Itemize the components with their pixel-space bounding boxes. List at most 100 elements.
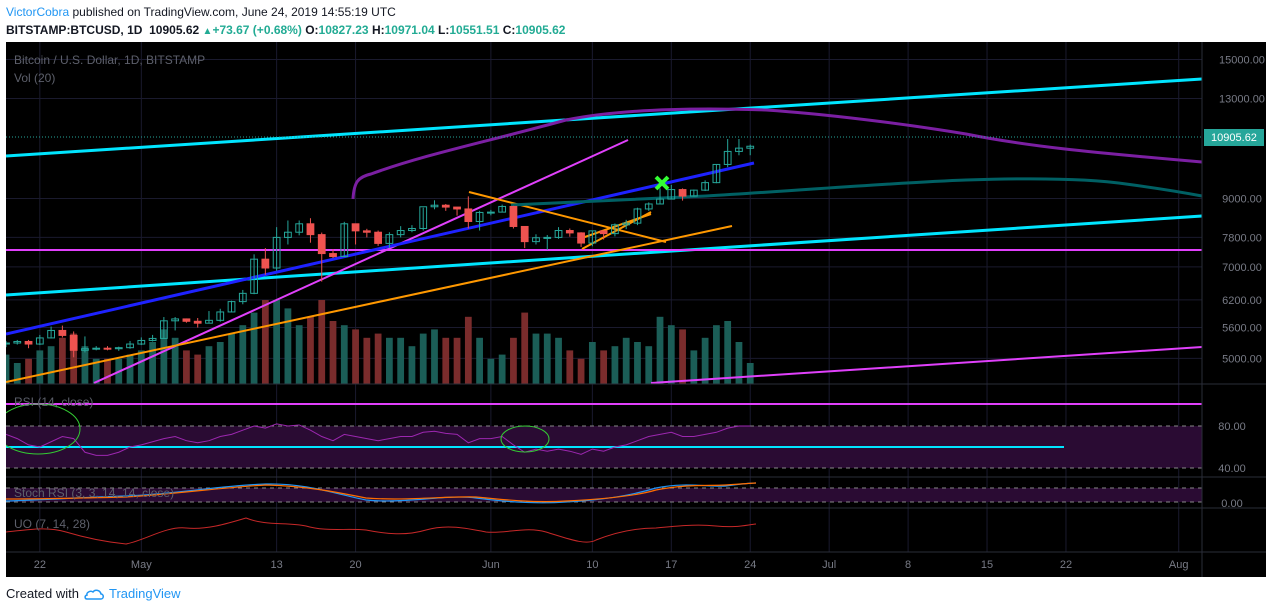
- candle: [464, 196, 473, 229]
- candle: [272, 227, 281, 271]
- breakout-x-stroke-b: [654, 175, 670, 191]
- breakout-marker: [654, 175, 670, 191]
- candle-body: [667, 189, 676, 200]
- candle: [24, 339, 33, 349]
- candle: [486, 209, 495, 216]
- candle: [419, 206, 428, 231]
- volume-bar: [487, 358, 495, 384]
- chart-area[interactable]: 15000.00 13000.00 9000.00 7800.00 7000.00 620…: [0, 42, 1266, 577]
- candle: [227, 300, 236, 313]
- volume-bar: [47, 346, 55, 384]
- candle: [475, 210, 484, 231]
- candle-body: [13, 340, 22, 344]
- o-value: 10827.23: [318, 23, 369, 37]
- volume-bar: [464, 316, 472, 384]
- price-change: +73.67 (+0.68%): [212, 23, 302, 37]
- price-axis: 15000.00 13000.00 9000.00 7800.00 7000.00 620…: [1219, 55, 1265, 366]
- candle-body: [148, 337, 157, 341]
- stoch-title: Stoch RSI (3, 3, 14, 14, close): [14, 486, 174, 500]
- candle-body: [656, 198, 664, 205]
- up-triangle-icon: ▲: [202, 26, 213, 37]
- candle: [284, 220, 292, 245]
- candle: [678, 188, 687, 201]
- upper-channel-line[interactable]: [5, 77, 1203, 158]
- candle-body: [340, 223, 349, 258]
- candle: [543, 234, 552, 250]
- orange-trend-line[interactable]: [5, 225, 733, 383]
- candle: [532, 234, 540, 245]
- candle: [216, 308, 225, 322]
- uo-line: [5, 517, 757, 545]
- candle-body: [520, 225, 529, 243]
- footer: Created with TradingView: [6, 586, 181, 601]
- symbol-line: BITSTAMP:BTCUSD, 1D 10905.62 ▲+73.67 (+0…: [6, 23, 565, 37]
- volume-title: Vol (20): [14, 71, 55, 85]
- lower-magenta-line[interactable]: [650, 346, 1203, 384]
- candle-body: [351, 223, 360, 232]
- candle: [374, 230, 382, 246]
- volume-bar: [228, 333, 235, 384]
- candle: [385, 232, 394, 249]
- volume-bar: [735, 342, 743, 384]
- volume-bar: [622, 337, 630, 384]
- candle: [554, 227, 563, 239]
- rsi-highlight-ellipse-1[interactable]: [0, 403, 81, 455]
- wedge-top-line[interactable]: [581, 213, 652, 239]
- candle-body: [171, 318, 180, 322]
- author-name[interactable]: VictorCobra: [6, 5, 70, 19]
- volume-bar: [611, 346, 619, 384]
- candle-body: [611, 224, 619, 235]
- published-text: published on TradingView.com, June 24, 2…: [72, 5, 396, 19]
- price-tick-label: 7000.00: [1222, 262, 1262, 274]
- main-pane-title: Bitcoin / U.S. Dollar, 1D, BITSTAMP: [14, 53, 205, 67]
- candlestick-series: [2, 139, 755, 358]
- candle-body: [103, 347, 112, 350]
- candle-body: [114, 347, 123, 350]
- candle: [159, 317, 168, 339]
- volume-bar: [521, 312, 529, 384]
- purple-moving-average[interactable]: [351, 107, 1203, 200]
- time-tick-label: 24: [744, 559, 756, 571]
- candle-body: [723, 150, 732, 165]
- volume-bar: [690, 350, 698, 384]
- volume-bar: [386, 337, 393, 384]
- rsi-highlight-ellipse-2[interactable]: [500, 425, 550, 453]
- volume-bar: [442, 337, 450, 384]
- blue-trend-line[interactable]: [5, 161, 755, 336]
- tradingview-brand[interactable]: TradingView: [108, 586, 181, 601]
- drawing-lines: [5, 77, 1203, 384]
- volume-bar: [555, 337, 562, 384]
- candle-body: [486, 211, 495, 214]
- volume-bar: [408, 346, 416, 384]
- created-with-text: Created with: [6, 586, 79, 601]
- volume-bar: [634, 342, 641, 384]
- candle: [498, 204, 507, 213]
- volume-bar: [363, 337, 371, 384]
- candle: [148, 334, 157, 342]
- candle-body: [261, 258, 270, 269]
- candle: [340, 221, 349, 258]
- candle-body: [182, 318, 191, 322]
- volume-bar: [397, 337, 405, 384]
- last-price-tag-text: 10905.62: [1211, 132, 1257, 144]
- candle-body: [35, 337, 44, 345]
- candle: [329, 249, 337, 259]
- lower-channel-line[interactable]: [5, 214, 1203, 297]
- volume-bar: [656, 316, 664, 384]
- candle-body: [622, 222, 631, 226]
- magenta-trend-line[interactable]: [93, 139, 629, 384]
- uo-title: UO (7, 14, 28): [14, 517, 90, 531]
- volume-bar: [13, 363, 21, 384]
- volume-bar: [2, 354, 10, 384]
- candle-body: [599, 230, 608, 235]
- candle: [114, 346, 123, 351]
- last-price: 10905.62: [149, 23, 200, 37]
- price-chart[interactable]: 15000.00 13000.00 9000.00 7800.00 7000.00 620…: [0, 42, 1266, 577]
- wedge-upper-line[interactable]: [468, 191, 667, 243]
- volume-bar: [600, 350, 608, 384]
- volume-bar: [216, 342, 224, 384]
- candle: [712, 163, 721, 184]
- candle: [171, 317, 180, 331]
- teal-moving-average[interactable]: [510, 177, 1203, 207]
- price-tick-label: 5000.00: [1222, 353, 1262, 365]
